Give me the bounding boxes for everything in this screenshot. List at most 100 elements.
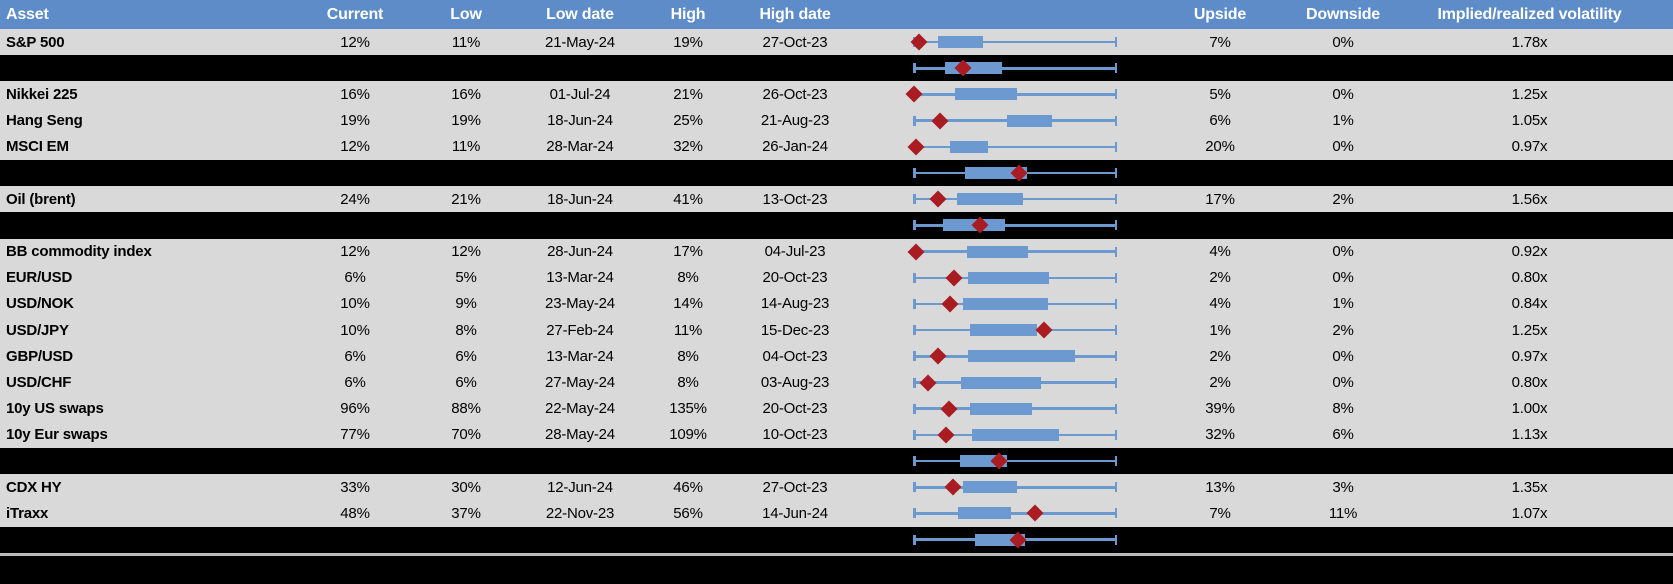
column-header-upside: Upside: [1193, 5, 1247, 23]
range-whisker-line: [913, 145, 1117, 149]
low-date-cell: 28-Mar-24: [546, 138, 614, 156]
implied-realized-cell: 1.78x: [1511, 33, 1548, 51]
implied-realized-cell: 0.92x: [1511, 243, 1548, 261]
current-vol-diamond-icon: [905, 85, 923, 103]
whisker-right-cap: [1114, 272, 1117, 283]
separator-row: [0, 212, 1673, 239]
boxplot-track: [905, 81, 1117, 107]
high-date-cell: 03-Aug-23: [760, 374, 830, 392]
whisker-left-cap: [913, 298, 916, 309]
current-cell: 48%: [340, 504, 370, 522]
downside-cell: 1%: [1332, 295, 1354, 313]
column-header-high-date: High date: [759, 5, 831, 23]
current-vol-diamond-icon: [929, 347, 947, 365]
low-cell: 6%: [455, 347, 477, 365]
table-row: USD/NOK 10% 9% 23-May-24 14% 14-Aug-23 4…: [0, 290, 1673, 318]
interquartile-box: [962, 297, 1049, 310]
range-boxplot: [852, 186, 1140, 212]
boxplot-track: [913, 527, 1117, 553]
implied-realized-cell: 1.56x: [1511, 190, 1548, 208]
low-cell: 11%: [451, 33, 481, 51]
low-date-cell: 12-Jun-24: [547, 478, 613, 496]
downside-cell: 8%: [1332, 400, 1354, 418]
downside-cell: 0%: [1332, 374, 1354, 392]
whisker-left-cap: [913, 272, 916, 283]
low-date-cell: 18-Jun-24: [547, 190, 613, 208]
upside-cell: 20%: [1205, 138, 1235, 156]
whisker-right-cap: [1114, 63, 1117, 74]
upside-cell: 2%: [1209, 269, 1231, 287]
table-row: USD/CHF 6% 6% 27-May-24 8% 03-Aug-23 2% …: [0, 369, 1673, 396]
implied-realized-cell: 1.13x: [1511, 426, 1548, 444]
interquartile-box: [960, 376, 1041, 389]
whisker-left-cap: [913, 482, 916, 493]
high-date-cell: 21-Aug-23: [760, 112, 830, 130]
implied-realized-cell: 0.80x: [1511, 269, 1548, 287]
low-cell: 5%: [455, 269, 477, 287]
boxplot-track: [913, 369, 1117, 395]
high-date-cell: 13-Oct-23: [762, 190, 828, 208]
range-boxplot: [852, 291, 1140, 317]
boxplot-track: [907, 239, 1117, 265]
range-boxplot: [852, 500, 1140, 526]
high-cell: 46%: [673, 478, 703, 496]
boxplot-track: [907, 134, 1117, 160]
upside-cell: 17%: [1205, 190, 1235, 208]
whisker-left-cap: [913, 534, 916, 545]
whisker-left-cap: [913, 63, 916, 74]
asset-cell: S&P 500: [6, 33, 65, 51]
whisker-right-cap: [1114, 482, 1117, 493]
low-cell: 37%: [451, 504, 481, 522]
implied-realized-cell: 1.00x: [1511, 400, 1548, 418]
whisker-left-cap: [913, 429, 916, 440]
range-boxplot: [852, 265, 1140, 291]
table-row: Nikkei 225 16% 16% 01-Jul-24 21% 26-Oct-…: [0, 81, 1673, 108]
high-date-cell: 14-Jun-24: [762, 504, 828, 522]
boxplot-track: [913, 422, 1117, 448]
whisker-left-cap: [913, 351, 916, 362]
bottom-divider: [0, 552, 1673, 556]
asset-cell: Oil (brent): [6, 190, 76, 208]
boxplot-track: [913, 55, 1117, 81]
interquartile-box: [949, 140, 989, 153]
upside-cell: 1%: [1209, 321, 1231, 339]
downside-cell: 6%: [1332, 426, 1354, 444]
downside-cell: 1%: [1332, 112, 1354, 130]
current-cell: 6%: [344, 269, 366, 287]
footer-bar: [0, 555, 1673, 584]
high-date-cell: 26-Oct-23: [762, 85, 828, 103]
downside-cell: 0%: [1332, 85, 1354, 103]
whisker-right-cap: [1114, 168, 1117, 179]
upside-cell: 4%: [1209, 295, 1231, 313]
current-cell: 77%: [340, 426, 370, 444]
implied-realized-cell: 0.97x: [1511, 347, 1548, 365]
column-header-low-date: Low date: [546, 5, 614, 23]
low-cell: 12%: [451, 243, 481, 261]
high-cell: 135%: [669, 400, 707, 418]
upside-cell: 5%: [1209, 85, 1231, 103]
table-row: USD/JPY 10% 8% 27-Feb-24 11% 15-Dec-23 1…: [0, 317, 1673, 344]
separator-row: [0, 55, 1673, 82]
table-row: 10y Eur swaps 77% 70% 28-May-24 109% 10-…: [0, 421, 1673, 448]
asset-cell: 10y US swaps: [6, 400, 104, 418]
current-vol-diamond-icon: [907, 138, 925, 156]
current-cell: 16%: [340, 85, 370, 103]
asset-cell: BB commodity index: [6, 243, 152, 261]
column-header-implied-realized-volatility: Implied/realized volatility: [1437, 5, 1622, 23]
high-date-cell: 14-Aug-23: [760, 295, 830, 313]
current-vol-diamond-icon: [941, 295, 959, 313]
interquartile-box: [955, 88, 1018, 101]
column-header-downside: Downside: [1306, 5, 1380, 23]
boxplot-track: [913, 212, 1117, 238]
low-cell: 11%: [451, 138, 481, 156]
asset-cell: EUR/USD: [6, 269, 73, 287]
whisker-left-cap: [913, 456, 916, 467]
upside-cell: 2%: [1209, 374, 1231, 392]
whisker-left-cap: [913, 168, 916, 179]
downside-cell: 3%: [1332, 478, 1354, 496]
downside-cell: 0%: [1332, 138, 1354, 156]
asset-cell: Nikkei 225: [6, 85, 78, 103]
separator-row: [0, 159, 1673, 187]
low-date-cell: 01-Jul-24: [549, 85, 611, 103]
current-cell: 24%: [340, 190, 370, 208]
